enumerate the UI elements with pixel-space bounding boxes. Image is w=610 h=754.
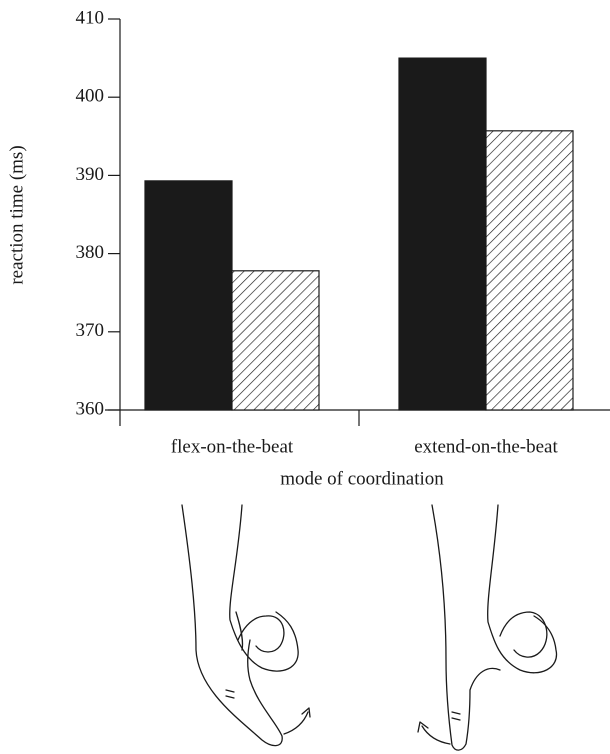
y-tick-label: 370 (76, 320, 105, 341)
y-axis-label: reaction time (ms) (6, 145, 27, 284)
bar (145, 181, 232, 410)
bar (232, 271, 319, 410)
y-tick-label: 390 (76, 164, 105, 185)
bar (486, 131, 573, 410)
y-tick-label: 380 (76, 242, 105, 263)
y-tick-label: 400 (76, 86, 105, 107)
chart: reaction time (ms) mode of coordination … (0, 0, 610, 754)
y-tick-label: 360 (76, 398, 105, 419)
x-axis-label: mode of coordination (280, 468, 444, 489)
y-tick-label: 410 (76, 7, 105, 28)
x-tick-label: flex-on-the-beat (171, 436, 294, 457)
bar (399, 58, 486, 410)
x-tick-label: extend-on-the-beat (414, 436, 558, 457)
hand-illustrations (182, 505, 557, 750)
